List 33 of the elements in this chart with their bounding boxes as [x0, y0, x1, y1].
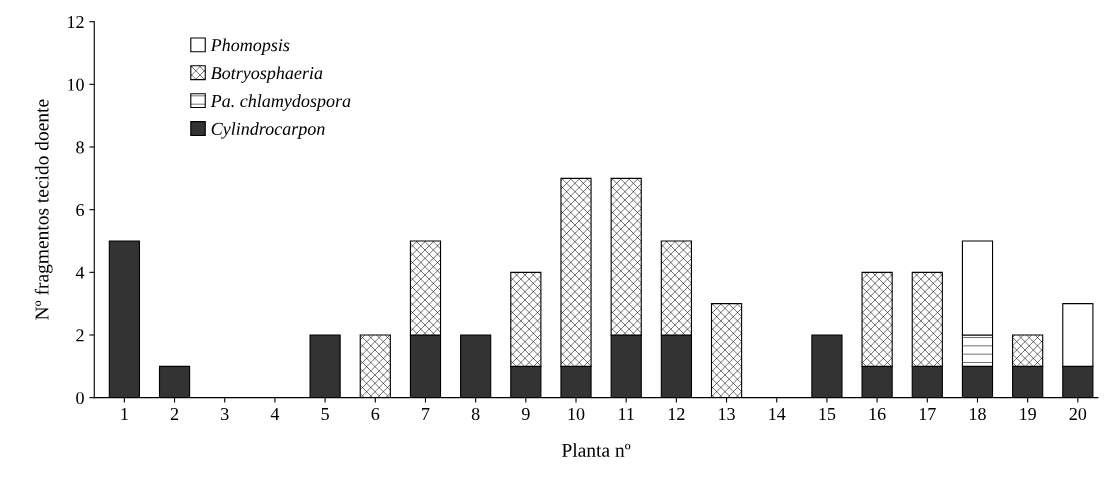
x-tick-label: 10 — [568, 407, 585, 421]
x-tick-label: 2 — [170, 407, 179, 420]
x-tick-label: 18 — [970, 407, 986, 421]
x-tick-label: 6 — [371, 407, 380, 421]
x-tick-label: 3 — [221, 407, 229, 421]
legend-label: Cylindrocarpon — [211, 122, 325, 139]
y-tick-label: 6 — [76, 203, 84, 217]
y-tick-label: 8 — [76, 141, 84, 154]
x-tick-label: 11 — [619, 407, 634, 420]
y-axis-title: Nº fragmentos tecido doente — [34, 99, 53, 320]
x-tick-label: 7 — [422, 408, 430, 420]
x-tick-label: 17 — [919, 407, 936, 420]
x-tick-label: 15 — [819, 407, 836, 421]
x-tick-label: 19 — [1020, 407, 1036, 421]
x-tick-label: 4 — [270, 408, 280, 420]
y-tick-label: 2 — [76, 329, 84, 342]
x-tick-label: 20 — [1069, 407, 1087, 421]
legend-label: Phomopsis — [210, 38, 290, 55]
x-axis-title: Planta nº — [562, 443, 631, 457]
x-tick-label: 9 — [521, 407, 530, 421]
x-tick-label: 16 — [869, 407, 886, 421]
legend-label: Pa. chlamydospora — [210, 94, 351, 111]
legend-label: Botryosphaeria — [210, 66, 323, 83]
y-tick-label: 12 — [68, 16, 84, 28]
y-tick-label: 0 — [76, 391, 84, 405]
y-tick-label: 4 — [75, 266, 85, 279]
x-tick-label: 13 — [719, 407, 735, 421]
x-tick-label: 1 — [121, 407, 128, 420]
x-tick-label: 5 — [321, 408, 329, 421]
x-tick-label: 14 — [769, 407, 786, 420]
x-tick-label: 8 — [471, 407, 480, 421]
x-tick-label: 12 — [668, 407, 685, 420]
y-tick-label: 10 — [68, 78, 84, 91]
